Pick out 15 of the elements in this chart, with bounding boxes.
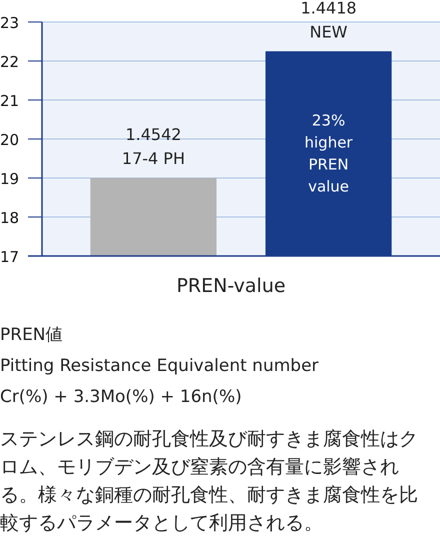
y-tick-label: 20 — [0, 131, 20, 149]
y-tick-label: 23 — [0, 14, 20, 32]
y-tick-label: 18 — [0, 209, 20, 227]
y-tick-label: 21 — [0, 92, 20, 110]
y-tick-label: 17 — [0, 248, 20, 266]
x-tick-label: 1.4418 NEW — [300, 0, 357, 42]
text: PREN値 — [0, 324, 64, 347]
x-axis-title: PREN-value — [176, 275, 286, 297]
y-tick-label: 19 — [0, 170, 20, 188]
text: Cr(%) + 3.3Mo(%) + 16n(%) — [0, 386, 243, 409]
x-tick-label: 1.4542 17-4 PH — [122, 125, 185, 168]
y-tick-label: 22 — [0, 53, 20, 71]
annotation: 23% higher PREN value — [304, 112, 354, 196]
text: ステンレス鋼の耐孔食性及び耐すきま腐食性はクロム、モリブデン及び窒素の含有量に影響される。様々な銅種の耐孔食性、耐すきま腐食性を比較するパラメータとして利用される。 — [0, 427, 419, 536]
text: Pitting Resistance Equivalent number — [0, 355, 320, 378]
